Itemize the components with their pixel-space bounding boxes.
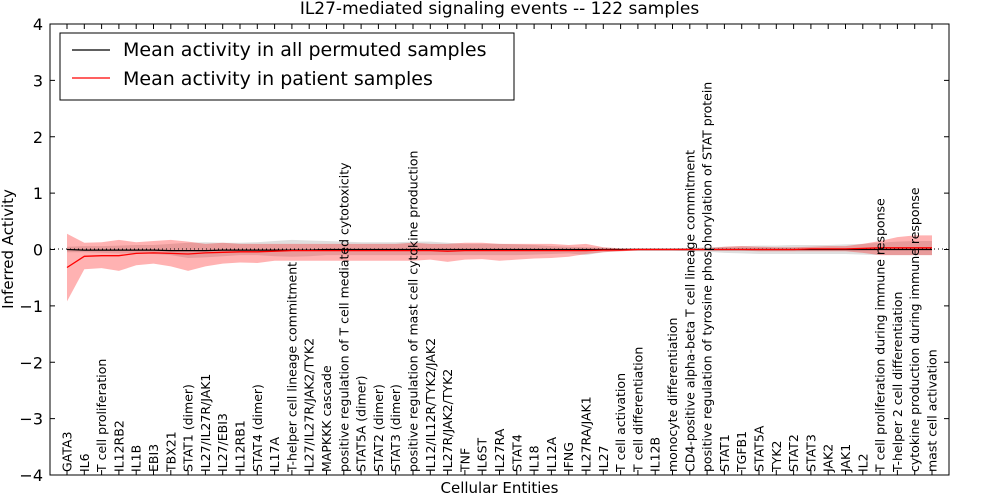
x-tick-label: STAT5A (dimer)	[354, 376, 369, 472]
y-axis-label: Inferred Activity	[0, 189, 17, 309]
x-tick-label: T cell activation	[613, 373, 628, 473]
legend-frame	[59, 32, 515, 101]
x-axis: GATA3 IL6 T cell proliferation IL12RB2 IL1B E…	[60, 24, 940, 475]
x-tick-label: IL12RB1	[233, 420, 248, 472]
x-tick-label: STAT2 (dimer)	[371, 384, 386, 472]
x-tick-label: STAT3 (dimer)	[388, 384, 403, 472]
x-tick-label: TBX21	[163, 431, 178, 473]
x-tick-label: TGFB1	[734, 431, 749, 473]
x-axis-label: Cellular Entities	[441, 479, 559, 497]
x-tick-label: positive regulation of tyrosine phosphor…	[700, 82, 715, 472]
y-tick-label: −1	[19, 297, 43, 316]
x-tick-label: MAPKKK cascade	[319, 365, 334, 472]
x-tick-label: IL18	[527, 445, 542, 472]
x-tick-label: TYK2	[769, 441, 784, 473]
y-tick-label: −4	[19, 466, 43, 485]
series-lines	[66, 247, 932, 269]
x-tick-label: IL27RA/JAK1	[579, 396, 594, 472]
x-tick-label: T-helper cell lineage commitment	[284, 262, 299, 473]
x-tick-label: STAT5A	[752, 425, 767, 472]
legend-label-patient: Mean activity in patient samples	[123, 68, 433, 90]
x-tick-label: T cell differentiation	[630, 347, 645, 473]
x-tick-label: IL27/IL27R/JAK1	[198, 374, 213, 472]
x-tick-label: positive regulation of mast cell cytokin…	[406, 151, 421, 472]
x-tick-label: IL1B	[129, 445, 144, 472]
x-tick-label: EBI3	[146, 444, 161, 472]
x-tick-label: TNF	[457, 448, 472, 473]
x-tick-label: T-helper 2 cell differentiation	[890, 292, 905, 473]
x-tick-label: IL2	[855, 453, 870, 472]
legend: Mean activity in all permuted samples Me…	[59, 32, 515, 101]
x-tick-label: positive regulation of T cell mediated c…	[336, 162, 351, 472]
x-tick-label: IL12A	[544, 436, 559, 472]
x-tick-label: IL27/EBI3	[215, 413, 230, 472]
x-tick-label: IL6	[77, 453, 92, 472]
x-tick-label: STAT1 (dimer)	[181, 384, 196, 472]
x-tick-label: IL27R/JAK2/TYK2	[440, 369, 455, 472]
x-tick-label: JAK2	[821, 444, 836, 473]
y-axis: −4 −3 −2 −1 0 1 2 3 4	[19, 15, 949, 485]
x-tick-label: IL27RA	[492, 428, 507, 472]
x-tick-label: IL6ST	[475, 437, 490, 472]
x-tick-label: IL27	[596, 445, 611, 472]
y-tick-label: −2	[19, 353, 43, 372]
x-tick-label: cytokine production during immune respon…	[907, 187, 922, 472]
legend-label-permuted: Mean activity in all permuted samples	[123, 39, 486, 61]
chart-title: IL27-mediated signaling events -- 122 sa…	[300, 0, 700, 19]
x-tick-label: T cell proliferation during immune respo…	[873, 198, 888, 473]
x-tick-label: IL27/IL27R/JAK2/TYK2	[302, 338, 317, 472]
x-tick-label: IFNG	[561, 442, 576, 472]
x-tick-label: IL17A	[267, 436, 282, 472]
x-tick-label: STAT4	[509, 434, 524, 472]
y-tick-label: 4	[33, 15, 43, 34]
band-patient	[67, 233, 932, 302]
x-tick-label: JAK1	[838, 444, 853, 473]
x-tick-label: CD4-positive alpha-beta T cell lineage c…	[682, 150, 697, 472]
line-patient	[66, 247, 932, 269]
x-tick-label: STAT2	[786, 434, 801, 472]
y-tick-label: 1	[33, 184, 43, 203]
x-tick-label: IL12/IL12R/TYK2/JAK2	[423, 338, 438, 472]
confidence-bands	[67, 233, 932, 302]
x-tick-label: STAT1	[717, 434, 732, 472]
x-tick-label: STAT4 (dimer)	[250, 384, 265, 472]
y-tick-label: 0	[33, 241, 43, 260]
x-tick-label: IL12B	[648, 437, 663, 472]
y-tick-label: 2	[33, 128, 43, 147]
y-tick-label: −3	[19, 410, 43, 429]
x-tick-label: mast cell activation	[925, 349, 940, 472]
x-tick-label: monocyte differentiation	[665, 318, 680, 472]
y-tick-label: 3	[33, 71, 43, 90]
x-tick-label: GATA3	[60, 432, 75, 472]
x-tick-label: T cell proliferation	[94, 359, 109, 473]
x-tick-label: IL12RB2	[111, 420, 126, 472]
x-tick-label: STAT3	[803, 434, 818, 472]
